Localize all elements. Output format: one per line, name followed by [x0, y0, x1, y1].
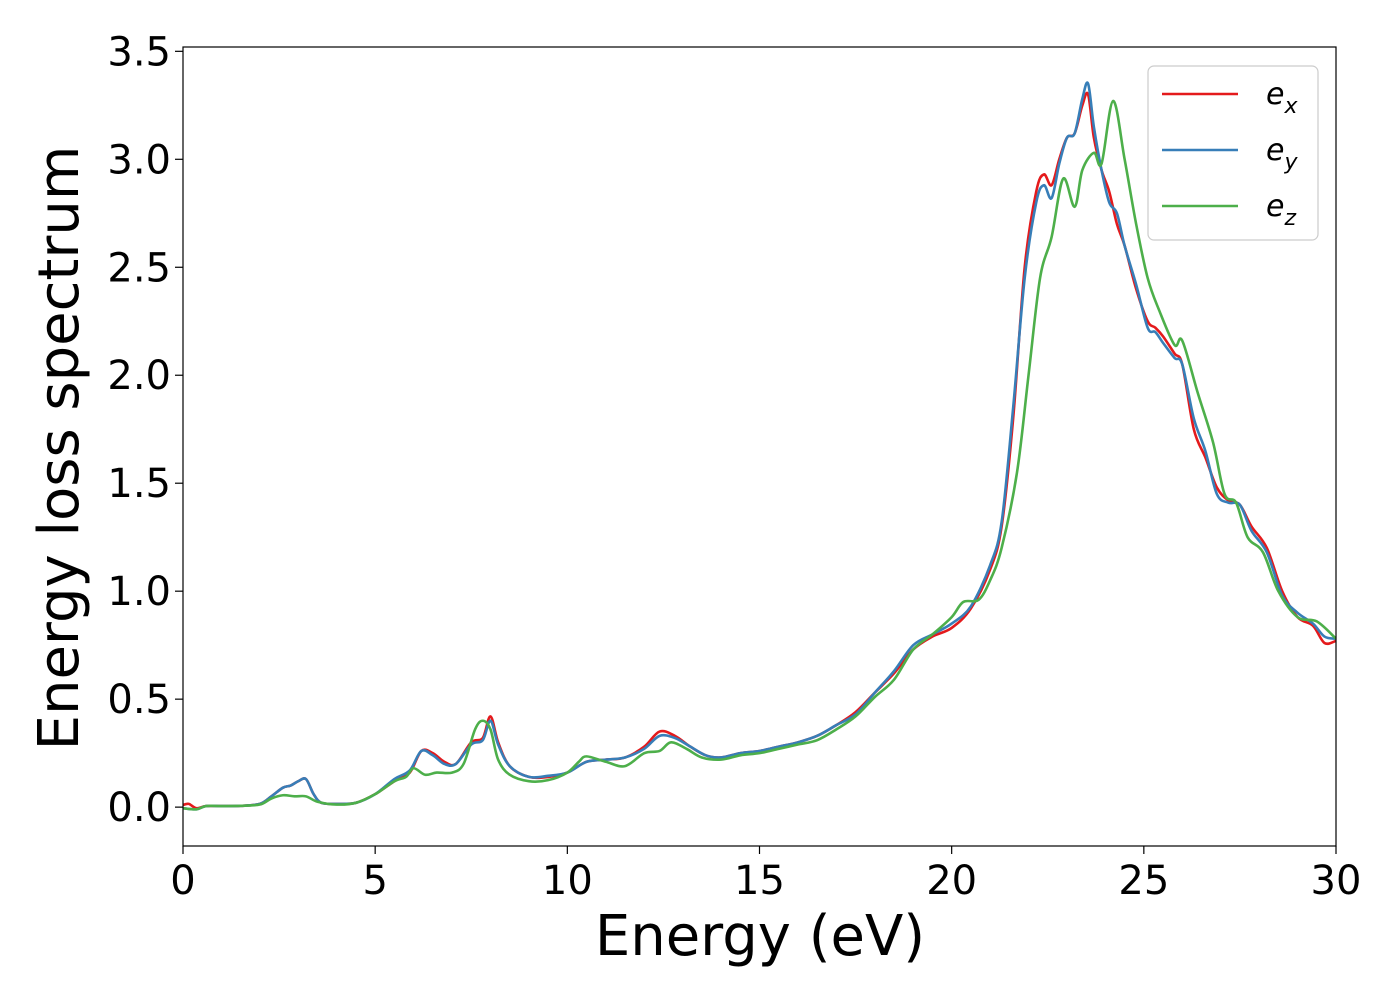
y-tick-label: 3.0 — [107, 137, 171, 183]
series-layer — [183, 81, 1336, 811]
y-tick-label: 1.5 — [107, 461, 171, 507]
x-tick-label: 30 — [1311, 858, 1362, 904]
legend-label-z: ez — [1266, 189, 1296, 231]
series-line-z — [183, 99, 1336, 811]
y-tick-label: 2.0 — [107, 353, 171, 399]
x-tick-label: 20 — [926, 858, 977, 904]
y-tick-label: 0.0 — [107, 785, 171, 831]
x-tick-label: 0 — [170, 858, 195, 904]
y-tick-label: 2.5 — [107, 245, 171, 291]
legend: ex ey ez — [1147, 65, 1319, 241]
y-tick-label: 0.5 — [107, 677, 171, 723]
legend-label-x: ex — [1266, 77, 1298, 119]
x-axis-title: Energy (eV) — [595, 904, 925, 969]
legend-box — [1147, 65, 1319, 241]
x-tick-label: 15 — [734, 858, 785, 904]
x-tick-label: 25 — [1118, 858, 1169, 904]
y-tick-label: 1.0 — [107, 569, 171, 615]
y-axis-title: Energy loss spectrum — [27, 146, 92, 751]
legend-label-y: ey — [1266, 133, 1298, 175]
y-tick-label: 3.5 — [107, 29, 171, 75]
x-tick-label: 10 — [542, 858, 593, 904]
ticks-layer: 0 5 10 15 20 25 30 0.0 0.5 1.0 1.5 2.0 2.5 3.0 3.5 — [107, 29, 1361, 904]
x-tick-label: 5 — [362, 858, 387, 904]
